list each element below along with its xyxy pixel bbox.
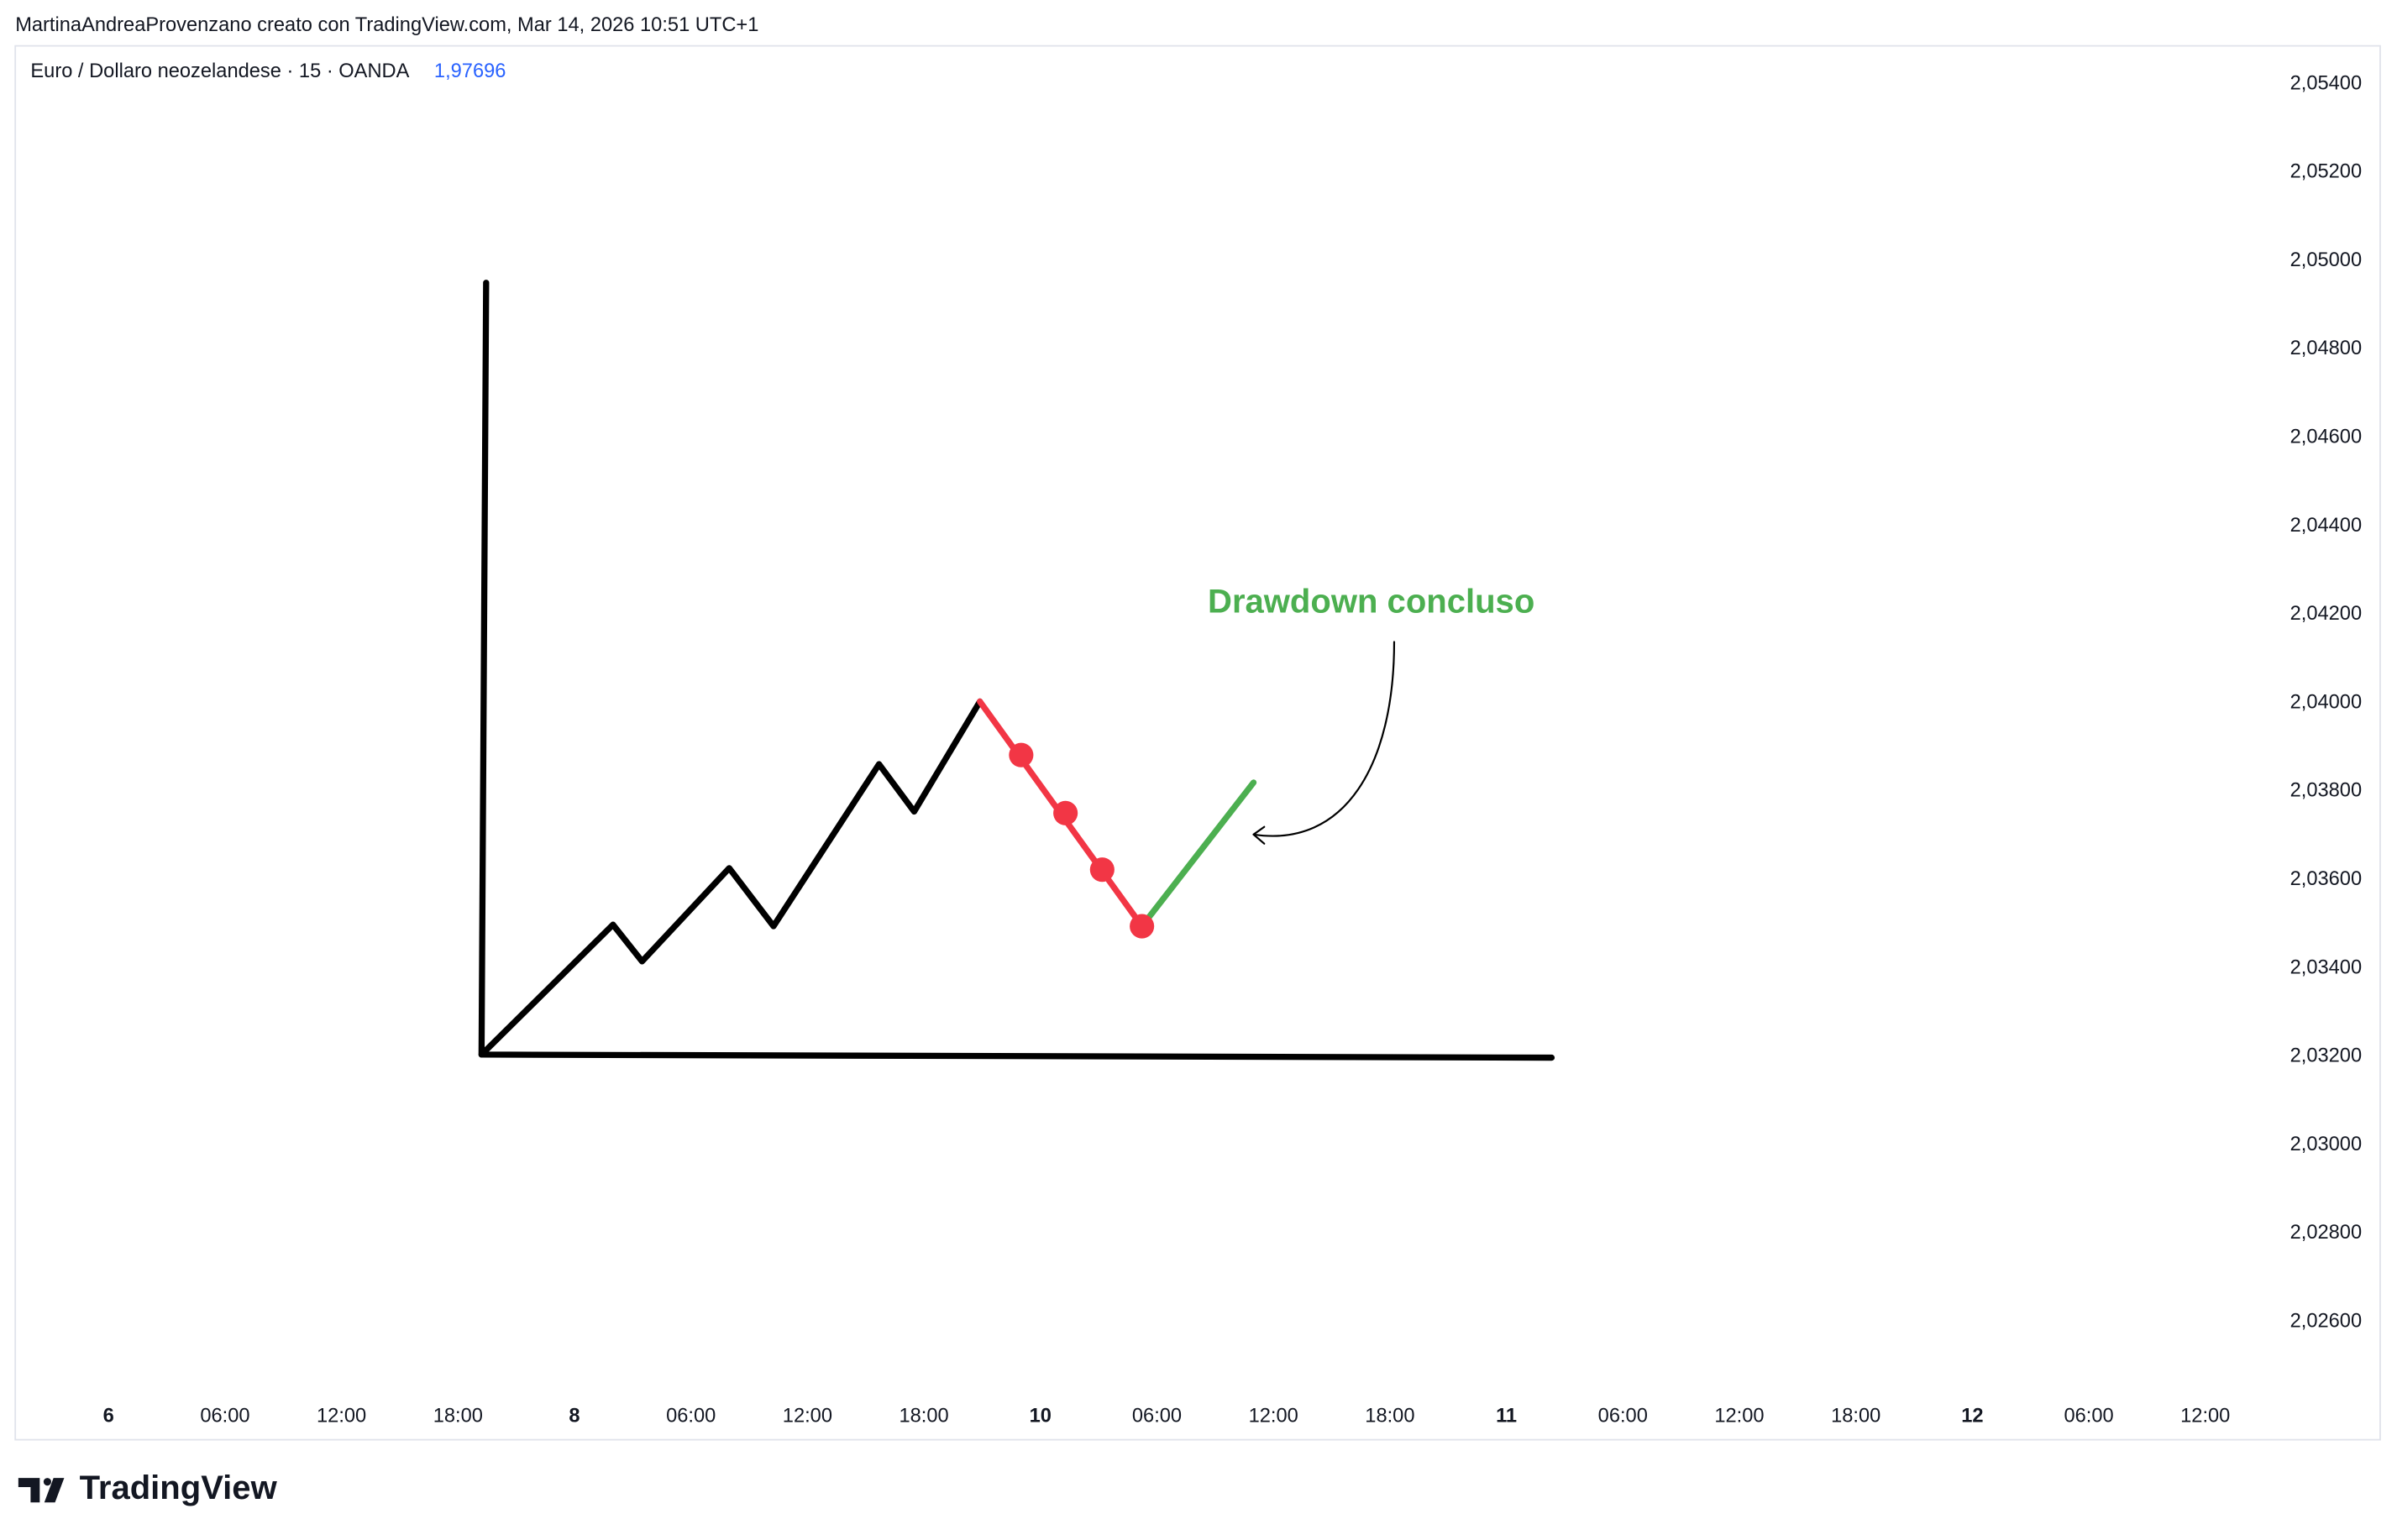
price-tick-label: 2,04000	[2290, 691, 2363, 713]
drawdown-dot[interactable]	[1130, 914, 1155, 939]
time-tick-label: 06:00	[1598, 1406, 1648, 1427]
time-tick-label: 12:00	[1249, 1406, 1298, 1427]
price-tick-label: 2,03600	[2290, 868, 2363, 890]
price-axis[interactable]: 2,05400 2,05200 2,05000 2,04800 2,04600 2,044…	[2290, 72, 2363, 1332]
time-tick-label: 06:00	[666, 1406, 716, 1427]
time-tick-label: 06:00	[1132, 1406, 1182, 1427]
time-tick-label: 12:00	[2180, 1406, 2230, 1427]
time-axis[interactable]: 6 06:00 12:00 18:00 8 06:00 12:00 18:00 10 06:00 1…	[103, 1406, 2231, 1427]
price-tick-label: 2,05000	[2290, 249, 2363, 271]
annotation-arrow[interactable]	[1252, 641, 1396, 837]
price-tick-label: 2,05200	[2290, 161, 2363, 183]
time-tick-label: 12:00	[317, 1406, 366, 1427]
time-tick-label: 12:00	[1714, 1406, 1764, 1427]
time-tick-label: 12:00	[783, 1406, 832, 1427]
logo-text: TradingView	[80, 1469, 278, 1506]
time-tick-label: 11	[1496, 1406, 1517, 1427]
attribution: MartinaAndreaProvenzano creato con Tradi…	[15, 14, 758, 36]
time-tick-label: 6	[103, 1406, 114, 1427]
price-tick-label: 2,02600	[2290, 1311, 2363, 1333]
price-tick-label: 2,04400	[2290, 515, 2363, 537]
price-tick-label: 2,04800	[2290, 338, 2363, 359]
price-tick-label: 2,04600	[2290, 427, 2363, 448]
logo-icon	[18, 1478, 65, 1503]
uptrend-line[interactable]	[478, 698, 983, 1058]
arrow-head	[1252, 825, 1266, 845]
price-tick-label: 2,03400	[2290, 956, 2363, 978]
time-tick-label: 06:00	[2064, 1406, 2113, 1427]
price-tick-label: 2,05400	[2290, 72, 2363, 94]
drawdown-dot[interactable]	[1009, 742, 1034, 767]
time-tick-label: 18:00	[899, 1406, 948, 1427]
drawdown-dot[interactable]	[1053, 800, 1078, 825]
time-tick-label: 10	[1030, 1406, 1052, 1427]
price-tick-label: 2,03800	[2290, 780, 2363, 802]
time-tick-label: 18:00	[1831, 1406, 1880, 1427]
recovery-line[interactable]	[1139, 779, 1257, 930]
symbol-legend[interactable]: Euro / Dollaro neozelandese · 15 · OANDA	[30, 60, 409, 82]
price-tick-label: 2,02800	[2290, 1222, 2363, 1244]
price-tick-label: 2,03200	[2290, 1045, 2363, 1067]
logo-dot	[43, 1478, 51, 1486]
drawing[interactable]	[478, 280, 1555, 1061]
annotation-text[interactable]: Drawdown concluso	[1208, 584, 1534, 621]
drawdown-dot[interactable]	[1089, 857, 1115, 883]
time-tick-label: 8	[569, 1406, 580, 1427]
chart-frame	[14, 45, 2381, 1441]
time-tick-label: 06:00	[200, 1406, 249, 1427]
tradingview-logo[interactable]: TradingView	[18, 1469, 278, 1506]
price-tick-label: 2,03000	[2290, 1134, 2363, 1155]
time-tick-label: 18:00	[433, 1406, 483, 1427]
time-tick-label: 12	[1961, 1406, 1983, 1427]
last-price: 1,97696	[434, 60, 506, 82]
price-tick-label: 2,04200	[2290, 603, 2363, 625]
time-tick-label: 18:00	[1365, 1406, 1414, 1427]
